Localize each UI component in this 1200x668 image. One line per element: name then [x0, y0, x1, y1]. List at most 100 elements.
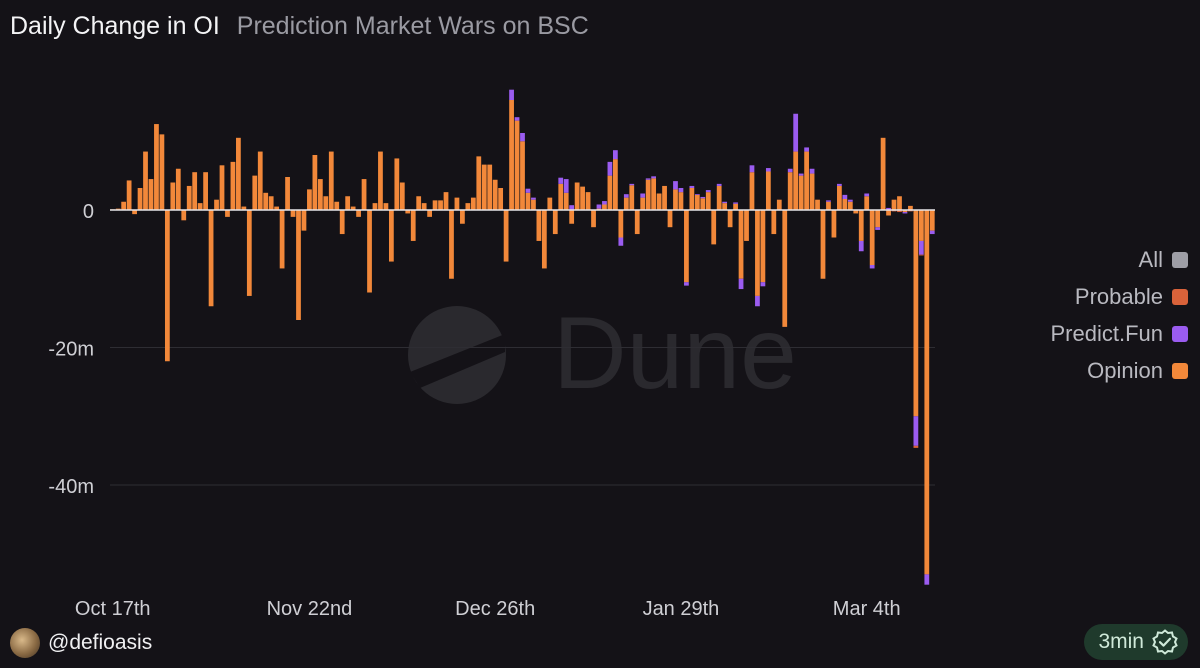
bar-opinion[interactable] — [891, 199, 897, 210]
bar-opinion[interactable] — [558, 183, 564, 210]
bar-opinion[interactable] — [323, 196, 329, 210]
bar-opinion[interactable] — [645, 179, 651, 210]
bar-predict-fun[interactable] — [525, 188, 531, 193]
bar-opinion[interactable] — [399, 182, 405, 211]
bar-predict-fun[interactable] — [755, 295, 760, 307]
bar-opinion[interactable] — [175, 168, 181, 210]
bar-predict-fun[interactable] — [733, 202, 738, 204]
bar-predict-fun[interactable] — [629, 183, 635, 186]
bar-predict-fun[interactable] — [558, 177, 564, 184]
bar-opinion[interactable] — [662, 185, 667, 210]
bar-opinion[interactable] — [902, 210, 908, 213]
bar-opinion[interactable] — [541, 210, 547, 269]
legend-item-opinion[interactable]: Opinion — [1087, 357, 1188, 384]
bar-opinion[interactable] — [285, 177, 290, 210]
bar-opinion[interactable] — [132, 210, 137, 215]
bar-predict-fun[interactable] — [847, 199, 853, 202]
bar-opinion[interactable] — [727, 210, 733, 228]
bar-opinion[interactable] — [667, 210, 673, 228]
bar-predict-fun[interactable] — [804, 147, 809, 152]
bar-opinion[interactable] — [918, 210, 924, 241]
bar-predict-fun[interactable] — [875, 227, 881, 230]
bar-predict-fun[interactable] — [694, 194, 700, 195]
bar-opinion[interactable] — [197, 203, 203, 210]
bar-opinion[interactable] — [536, 210, 542, 241]
bar-opinion[interactable] — [241, 206, 247, 210]
bar-predict-fun[interactable] — [886, 207, 891, 210]
bar-opinion[interactable] — [711, 210, 717, 245]
bar-opinion[interactable] — [356, 210, 361, 217]
bar-opinion[interactable] — [678, 192, 684, 210]
bar-opinion[interactable] — [525, 192, 531, 210]
bar-opinion[interactable] — [492, 179, 498, 210]
bar-opinion[interactable] — [394, 158, 400, 210]
bar-opinion[interactable] — [771, 210, 777, 235]
bar-opinion[interactable] — [432, 200, 438, 210]
bar-opinion[interactable] — [580, 186, 585, 210]
bar-predict-fun[interactable] — [531, 197, 536, 200]
bar-opinion[interactable] — [897, 196, 902, 210]
legend-item-probable[interactable]: Probable — [1075, 283, 1188, 310]
bar-opinion[interactable] — [416, 196, 422, 210]
bar-opinion[interactable] — [776, 199, 782, 210]
bar-opinion[interactable] — [192, 172, 198, 210]
bar-opinion[interactable] — [126, 180, 132, 210]
bar-opinion[interactable] — [454, 197, 460, 210]
bar-predict-fun[interactable] — [716, 183, 722, 186]
bar-predict-fun[interactable] — [689, 185, 695, 188]
bar-predict-fun[interactable] — [918, 240, 924, 255]
bar-predict-fun[interactable] — [869, 265, 875, 269]
bar-opinion[interactable] — [809, 173, 815, 210]
bar-opinion[interactable] — [203, 172, 208, 210]
bar-opinion[interactable] — [798, 175, 804, 210]
bar-predict-fun[interactable] — [612, 150, 618, 160]
bar-predict-fun[interactable] — [640, 193, 646, 198]
bar-opinion[interactable] — [623, 197, 629, 210]
bar-opinion[interactable] — [252, 175, 258, 210]
bar-opinion[interactable] — [301, 210, 307, 231]
bar-opinion[interactable] — [552, 210, 558, 235]
bar-opinion[interactable] — [531, 199, 536, 210]
bar-opinion[interactable] — [476, 156, 482, 210]
bar-opinion[interactable] — [640, 197, 646, 210]
bar-opinion[interactable] — [236, 137, 241, 210]
bar-predict-fun[interactable] — [563, 179, 569, 193]
bar-opinion[interactable] — [869, 210, 875, 265]
bar-predict-fun[interactable] — [837, 183, 842, 186]
bar-opinion[interactable] — [367, 210, 372, 293]
bar-opinion[interactable] — [143, 151, 148, 210]
bar-opinion[interactable] — [307, 189, 312, 210]
bar-opinion[interactable] — [815, 199, 820, 210]
bar-opinion[interactable] — [405, 210, 411, 214]
bar-probable[interactable] — [918, 254, 924, 256]
bar-opinion[interactable] — [689, 188, 695, 210]
bar-opinion[interactable] — [498, 188, 504, 210]
bar-opinion[interactable] — [673, 189, 678, 210]
bar-opinion[interactable] — [487, 164, 493, 210]
bar-predict-fun[interactable] — [684, 282, 689, 286]
bar-opinion[interactable] — [684, 210, 689, 283]
bar-opinion[interactable] — [257, 151, 263, 210]
bar-predict-fun[interactable] — [842, 194, 848, 199]
bar-opinion[interactable] — [853, 210, 859, 214]
bar-opinion[interactable] — [460, 210, 465, 224]
bar-predict-fun[interactable] — [607, 161, 613, 176]
bar-predict-fun[interactable] — [722, 201, 728, 204]
bar-opinion[interactable] — [585, 192, 591, 210]
bar-predict-fun[interactable] — [902, 212, 908, 214]
bar-opinion[interactable] — [410, 210, 416, 241]
bar-opinion[interactable] — [334, 201, 340, 210]
bar-predict-fun[interactable] — [700, 196, 706, 199]
bar-opinion[interactable] — [509, 100, 514, 210]
bar-opinion[interactable] — [612, 159, 618, 210]
bar-opinion[interactable] — [421, 203, 427, 210]
bar-opinion[interactable] — [263, 192, 269, 210]
bar-opinion[interactable] — [268, 196, 274, 210]
bar-opinion[interactable] — [913, 210, 919, 417]
bar-predict-fun[interactable] — [602, 201, 607, 205]
bar-opinion[interactable] — [503, 210, 509, 262]
bar-opinion[interactable] — [547, 197, 553, 210]
bar-opinion[interactable] — [858, 210, 864, 241]
bar-predict-fun[interactable] — [913, 416, 919, 446]
bar-opinion[interactable] — [121, 201, 127, 210]
